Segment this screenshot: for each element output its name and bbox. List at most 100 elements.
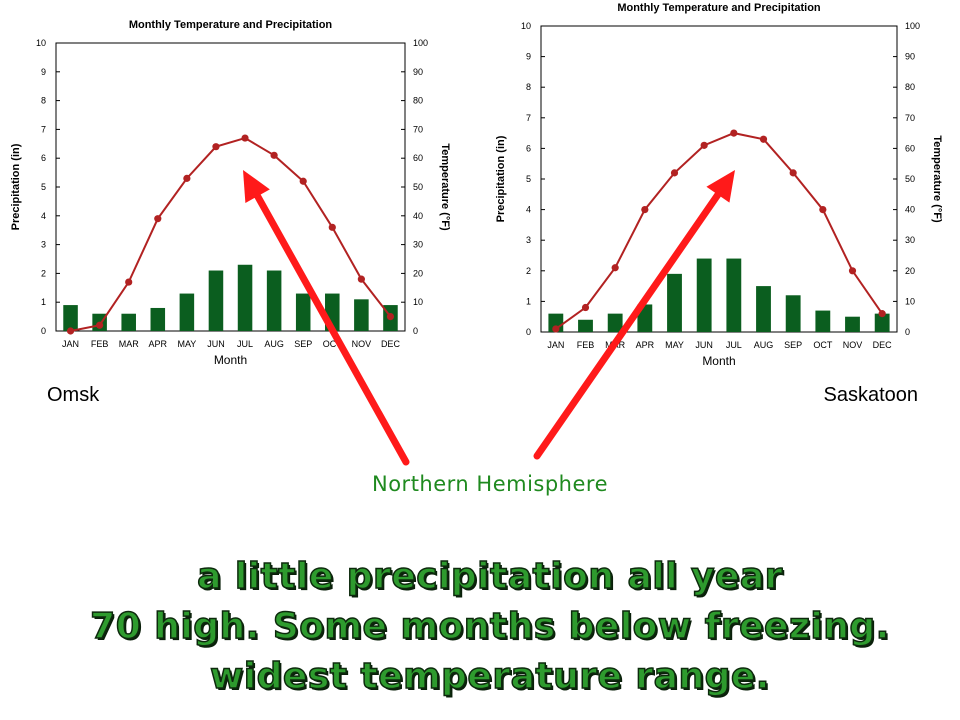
hemisphere-note: Northern Hemisphere — [372, 472, 608, 496]
arrow-head — [706, 170, 735, 203]
precipitation-bar — [785, 295, 801, 332]
precipitation-bar — [815, 310, 831, 332]
month-tick-label: OCT — [323, 339, 343, 349]
right-tick-label: 50 — [905, 174, 915, 184]
precipitation-bar — [607, 313, 623, 332]
left-axis-title: Precipitation (in) — [10, 143, 22, 230]
arrow-to-omsk — [243, 170, 410, 466]
right-tick-label: 70 — [905, 113, 915, 123]
month-tick-label: DEC — [873, 340, 893, 350]
plot-frame — [540, 25, 898, 333]
precipitation-bar — [266, 270, 282, 331]
month-tick-label: SEP — [294, 339, 312, 349]
precipitation-bar — [295, 293, 311, 331]
temperature-point — [700, 141, 708, 149]
left-tick-label: 3 — [526, 235, 531, 245]
temperature-point — [154, 215, 162, 223]
temperature-line — [555, 132, 883, 330]
temperature-point — [759, 135, 768, 143]
precipitation-bar — [667, 273, 682, 332]
temperature-point — [212, 143, 220, 151]
temperature-point — [96, 321, 104, 329]
precipitation-bar — [121, 313, 136, 331]
plot-frame — [55, 42, 406, 332]
month-tick-label: SEP — [784, 340, 802, 350]
temperature-point — [819, 206, 827, 214]
arrow-shaft — [254, 192, 410, 466]
temperature-point — [125, 278, 133, 286]
precipitation-bar — [578, 319, 593, 332]
temperature-line — [70, 136, 392, 332]
month-tick-label: AUG — [754, 340, 774, 350]
left-tick-label: 7 — [526, 113, 531, 123]
month-tick-label: NOV — [843, 340, 863, 350]
month-tick-label: APR — [149, 339, 168, 349]
right-tick-label: 0 — [905, 327, 910, 337]
month-tick-label: AUG — [264, 339, 284, 349]
city-label-omsk: Omsk — [47, 384, 100, 406]
right-tick-label: 0 — [413, 326, 418, 336]
left-tick-label: 1 — [526, 296, 531, 306]
precipitation-bar — [63, 305, 78, 331]
month-tick-label: JUN — [695, 340, 713, 350]
temperature-point — [299, 177, 307, 185]
temperature-point — [386, 313, 395, 321]
left-tick-label: 8 — [41, 96, 46, 106]
arrow-shaft — [533, 191, 722, 460]
left-tick-label: 6 — [526, 143, 531, 153]
month-tick-label: OCT — [813, 340, 833, 350]
temperature-point — [66, 327, 75, 335]
city-label-saskatoon: Saskatoon — [823, 384, 918, 406]
precipitation-bar — [354, 299, 369, 331]
month-tick-label: MAR — [119, 339, 140, 349]
temperature-point — [581, 303, 590, 312]
right-tick-label: 40 — [905, 205, 915, 215]
temperature-point — [848, 267, 857, 275]
precipitation-bar — [179, 293, 195, 331]
temperature-point — [241, 134, 249, 142]
right-tick-label: 60 — [905, 143, 915, 153]
left-tick-label: 6 — [41, 153, 46, 163]
chart-title: Monthly Temperature and Precipitation — [617, 2, 821, 14]
right-tick-label: 20 — [413, 268, 423, 278]
month-tick-label: DEC — [381, 339, 401, 349]
precipitation-bar — [756, 286, 771, 332]
month-tick-label: FEB — [577, 340, 595, 350]
left-tick-label: 0 — [526, 327, 531, 337]
month-tick-label: FEB — [91, 339, 109, 349]
left-tick-label: 9 — [526, 52, 531, 62]
left-tick-label: 2 — [41, 268, 46, 278]
month-tick-label: JAN — [547, 340, 564, 350]
chart-panel-2: Monthly Temperature and Precipitation 0 1 2… — [495, 2, 943, 368]
right-axis-title: Temperature (°F) — [931, 135, 943, 223]
temperature-point — [789, 169, 797, 177]
month-tick-label: JAN — [62, 339, 79, 349]
precipitation-bar — [726, 258, 742, 332]
right-tick-label: 60 — [413, 153, 423, 163]
left-tick-label: 10 — [521, 21, 531, 31]
chart-panel-1: Monthly Temperature and Precipitation 0 1 2… — [10, 19, 451, 367]
caption-line-3: widest temperature range. — [209, 655, 770, 698]
temperature-point — [611, 264, 619, 272]
temperature-point — [183, 174, 191, 182]
month-tick-label: MAY — [665, 340, 684, 350]
right-tick-label: 20 — [905, 266, 915, 276]
left-tick-label: 4 — [41, 211, 46, 221]
precipitation-bar — [845, 316, 860, 332]
x-axis-title: Month — [702, 354, 735, 368]
precipitation-bar — [696, 258, 712, 332]
temperature-point — [730, 129, 738, 137]
right-tick-label: 30 — [905, 235, 915, 245]
left-tick-label: 1 — [41, 297, 46, 307]
right-tick-label: 40 — [413, 211, 423, 221]
left-axis-title: Precipitation (in) — [495, 135, 507, 222]
left-tick-label: 8 — [526, 82, 531, 92]
month-tick-label: APR — [636, 340, 655, 350]
caption-line-2: 70 high. Some months below freezing. — [89, 605, 890, 648]
temperature-point — [328, 223, 336, 231]
right-tick-label: 90 — [413, 67, 423, 77]
left-tick-label: 5 — [526, 174, 531, 184]
right-tick-label: 30 — [413, 240, 423, 250]
right-tick-label: 90 — [905, 52, 915, 62]
